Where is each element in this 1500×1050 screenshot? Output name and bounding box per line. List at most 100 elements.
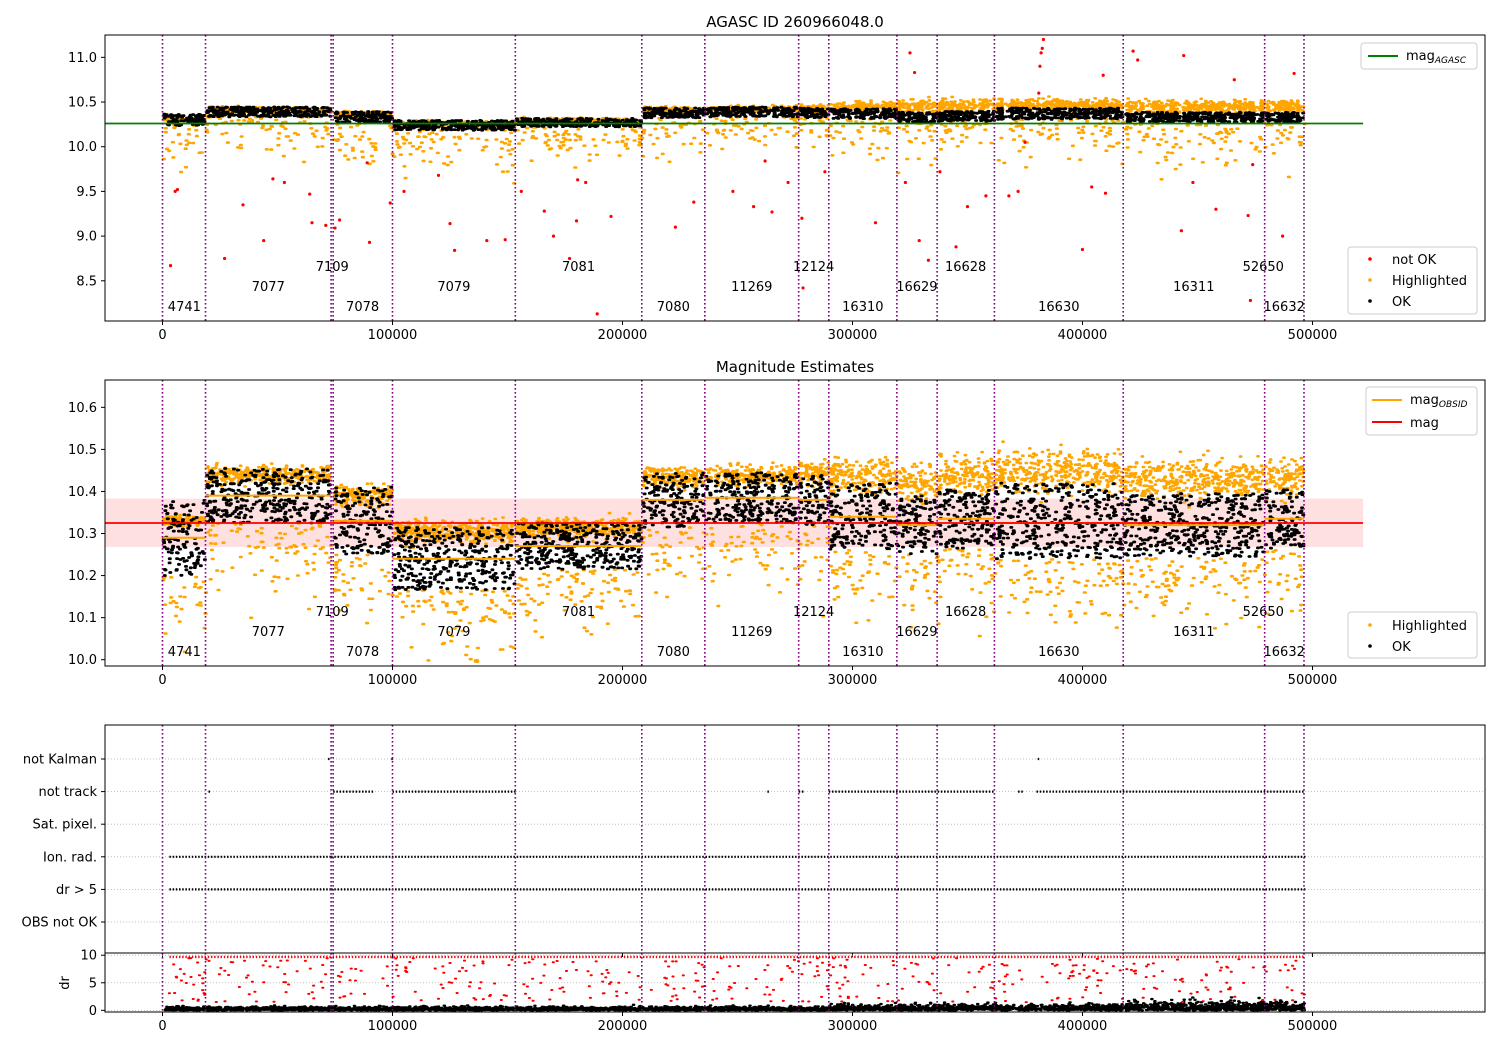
not-ok-point	[752, 205, 756, 209]
flag-label: not Kalman	[23, 753, 97, 768]
not-ok-point	[1136, 58, 1140, 62]
obsid-label: 7081	[562, 260, 595, 275]
x-tick-label: 100000	[368, 1019, 418, 1034]
not-ok-point	[1039, 51, 1043, 55]
x-tick-label: 500000	[1288, 673, 1338, 688]
not-ok-point	[763, 159, 767, 163]
obsid-label: 16629	[896, 625, 937, 640]
obsid-label: 7078	[346, 645, 379, 660]
legend-mag-agasc-label: magAGASC	[1406, 49, 1467, 66]
not-ok-point	[770, 210, 774, 214]
y-tick-label: 10.3	[68, 527, 97, 542]
not-ok-point	[609, 214, 613, 219]
not-ok-point	[388, 201, 392, 205]
panel-2-legend-points: Highlighted OK	[1347, 611, 1478, 659]
legend-ok-label: OK	[1392, 295, 1411, 310]
panel-magnitude-estimates: Magnitude Estimates 4741 7077 7109 7078 7079…	[68, 358, 1486, 688]
not-ok-point	[365, 161, 369, 165]
axes-frame	[104, 724, 1486, 1013]
x-tick-label: 100000	[368, 673, 418, 688]
dr-not-ok-points	[167, 957, 1306, 1004]
x-tick-label: 300000	[828, 673, 878, 688]
panel-3-4-frame	[104, 724, 1486, 1013]
not-ok-point	[913, 70, 917, 75]
not-ok-point	[1037, 91, 1041, 95]
y-tick-label: 10.0	[68, 140, 97, 155]
not-ok-point	[367, 240, 372, 244]
flag-label: OBS not OK	[22, 916, 98, 931]
panel-1-obsid-boundaries	[161, 35, 1305, 321]
axes-frame	[104, 379, 1486, 667]
obsid-label: 7079	[437, 625, 470, 640]
not-ok-point	[917, 238, 921, 243]
not-ok-point	[175, 188, 180, 192]
not-ok-point	[542, 209, 546, 213]
not-ok-point	[801, 286, 805, 290]
not-ok-point	[1131, 49, 1135, 53]
y-tick-label: 11.0	[68, 51, 97, 66]
y-tick-label: 9.0	[76, 230, 97, 245]
obsid-label: 7077	[252, 280, 285, 295]
obsid-label: 16632	[1264, 300, 1305, 315]
panel-1-obsid-labels: 4741 7077 7109 7078 7079 7081 7080 11269 12124 16…	[168, 260, 1305, 315]
y-tick-label: 8.5	[76, 274, 97, 289]
panel-2-lines	[105, 494, 1364, 560]
not-ok-point	[595, 312, 599, 316]
obsid-label: 11269	[731, 625, 772, 640]
not-ok-point	[453, 248, 457, 252]
obsid-label: 16311	[1173, 280, 1214, 295]
panel-1-title: AGASC ID 260966048.0	[706, 13, 884, 31]
not-ok-point	[873, 221, 878, 225]
panel-3-gridlines	[105, 758, 1485, 923]
not-ok-point	[1007, 194, 1011, 198]
obsid-label: 7109	[316, 605, 349, 620]
legend-highlighted-marker	[1368, 623, 1372, 627]
axes-frame	[104, 34, 1486, 322]
not-ok-point	[551, 234, 556, 238]
legend-ok-marker	[1368, 299, 1372, 303]
not-ok-point	[1101, 73, 1105, 77]
y-tick-label: 10.1	[68, 611, 97, 626]
not-ok-point	[673, 225, 678, 229]
not-ok-point	[1232, 78, 1236, 82]
not-ok-point	[1292, 71, 1296, 76]
not-ok-point	[1041, 37, 1045, 42]
legend-ok-marker	[1368, 644, 1372, 648]
not-ok-point	[223, 256, 227, 261]
not-ok-point	[926, 258, 931, 262]
obsid-label: 16310	[842, 645, 883, 660]
not-ok-point	[1179, 229, 1183, 233]
x-tick-label: 300000	[828, 328, 878, 343]
panel-2-legend-lines: magOBSID mag	[1365, 386, 1478, 436]
dr-axis-label: dr	[58, 976, 73, 990]
x-tick-label: 400000	[1058, 1019, 1108, 1034]
obsid-label: 16629	[896, 280, 937, 295]
panel-4-axis-ticks: 0 5 10 0 100000 200000 300000 400000 500000	[80, 949, 1337, 1034]
y-tick-label: 10.4	[68, 485, 97, 500]
panel-1-legend-lines: magAGASC	[1360, 42, 1478, 70]
not-ok-point	[568, 256, 572, 261]
y-tick-label: 10.5	[68, 96, 97, 111]
not-ok-point	[503, 238, 507, 242]
x-tick-label: 200000	[598, 328, 648, 343]
obsid-label: 7080	[657, 300, 690, 315]
panel-2-frame	[104, 379, 1486, 667]
legend-mag-obsid-label: magOBSID	[1410, 393, 1468, 410]
x-tick-label: 100000	[368, 328, 418, 343]
obsid-label: 4741	[168, 645, 201, 660]
not-ok-point	[786, 180, 790, 185]
not-ok-point	[333, 226, 337, 230]
not-ok-point	[448, 221, 452, 226]
not-ok-point	[338, 218, 342, 222]
x-tick-label: 0	[158, 673, 166, 688]
y-tick-label: 10.5	[68, 443, 97, 458]
not-ok-point	[402, 189, 406, 194]
obsid-label: 12124	[793, 605, 834, 620]
flag-label: Ion. rad.	[43, 850, 97, 865]
not-ok-point	[1281, 234, 1285, 238]
not-ok-point	[1080, 247, 1085, 252]
not-ok-point	[984, 194, 988, 198]
x-tick-label: 500000	[1288, 328, 1338, 343]
not-ok-point	[584, 180, 588, 185]
